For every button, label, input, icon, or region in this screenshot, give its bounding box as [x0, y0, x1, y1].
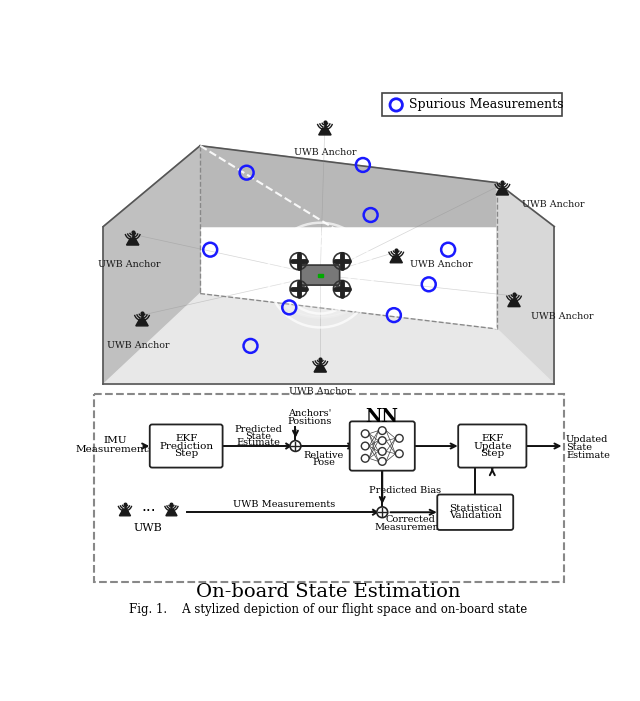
- Text: Statistical: Statistical: [449, 504, 502, 513]
- Text: Pose: Pose: [312, 458, 335, 468]
- Text: Positions: Positions: [287, 417, 332, 426]
- Text: UWB Anchor: UWB Anchor: [522, 200, 584, 210]
- Ellipse shape: [268, 233, 373, 318]
- Circle shape: [378, 427, 386, 435]
- Polygon shape: [103, 146, 200, 384]
- Text: Step: Step: [480, 449, 504, 458]
- Polygon shape: [120, 510, 131, 516]
- FancyBboxPatch shape: [301, 265, 340, 285]
- FancyBboxPatch shape: [150, 425, 223, 468]
- Polygon shape: [319, 128, 331, 135]
- Text: Measurements: Measurements: [76, 445, 154, 454]
- Text: Corrected: Corrected: [386, 515, 436, 524]
- Circle shape: [377, 507, 388, 517]
- Text: Anchors': Anchors': [288, 409, 331, 418]
- FancyBboxPatch shape: [382, 93, 562, 116]
- Circle shape: [362, 454, 369, 462]
- Text: Step: Step: [174, 449, 198, 458]
- Text: Predicted: Predicted: [234, 425, 282, 434]
- Polygon shape: [166, 510, 177, 516]
- Text: Estimate: Estimate: [566, 451, 610, 460]
- Polygon shape: [314, 365, 326, 372]
- Text: Updated: Updated: [566, 435, 608, 444]
- Circle shape: [378, 437, 386, 444]
- Text: EKF: EKF: [175, 434, 197, 443]
- Polygon shape: [103, 146, 554, 226]
- Text: UWB: UWB: [134, 523, 163, 533]
- Text: UWB Measurements: UWB Measurements: [234, 500, 336, 509]
- Text: NN: NN: [365, 408, 399, 426]
- Text: Prediction: Prediction: [159, 442, 213, 451]
- Polygon shape: [318, 273, 323, 277]
- Circle shape: [378, 458, 386, 465]
- Polygon shape: [136, 319, 148, 326]
- Text: On-board State Estimation: On-board State Estimation: [196, 583, 460, 601]
- Text: Update: Update: [473, 442, 511, 451]
- FancyBboxPatch shape: [437, 494, 513, 530]
- Text: UWB Anchor: UWB Anchor: [294, 148, 356, 157]
- Text: UWB Anchor: UWB Anchor: [97, 261, 160, 269]
- Text: Validation: Validation: [449, 512, 502, 520]
- Text: State: State: [245, 432, 271, 440]
- Circle shape: [290, 441, 301, 451]
- Polygon shape: [508, 300, 520, 306]
- FancyBboxPatch shape: [458, 425, 527, 468]
- Text: Measurements: Measurements: [374, 523, 448, 532]
- Text: UWB Anchor: UWB Anchor: [107, 341, 170, 350]
- Text: Fig. 1.    A stylized depiction of our flight space and on-board state: Fig. 1. A stylized depiction of our flig…: [129, 603, 527, 615]
- Text: Relative: Relative: [303, 451, 344, 460]
- Circle shape: [396, 450, 403, 458]
- Text: State: State: [566, 443, 592, 452]
- Text: UWB Anchor: UWB Anchor: [531, 312, 593, 321]
- Polygon shape: [496, 188, 509, 195]
- FancyBboxPatch shape: [94, 395, 564, 582]
- Text: Spurious Measurements: Spurious Measurements: [408, 98, 563, 111]
- Text: Predicted Bias: Predicted Bias: [369, 486, 442, 495]
- Text: UWB Anchor: UWB Anchor: [289, 388, 351, 397]
- Circle shape: [362, 442, 369, 450]
- FancyBboxPatch shape: [349, 421, 415, 470]
- Text: Estimate: Estimate: [236, 438, 280, 447]
- Circle shape: [378, 447, 386, 455]
- Text: ...: ...: [141, 498, 156, 514]
- Text: EKF: EKF: [481, 434, 504, 443]
- Circle shape: [362, 430, 369, 437]
- Text: IMU: IMU: [103, 436, 127, 445]
- Polygon shape: [497, 183, 554, 384]
- Polygon shape: [127, 238, 139, 245]
- Polygon shape: [103, 294, 554, 384]
- Polygon shape: [390, 256, 403, 263]
- Text: UWB Anchor: UWB Anchor: [410, 261, 473, 269]
- Circle shape: [396, 435, 403, 442]
